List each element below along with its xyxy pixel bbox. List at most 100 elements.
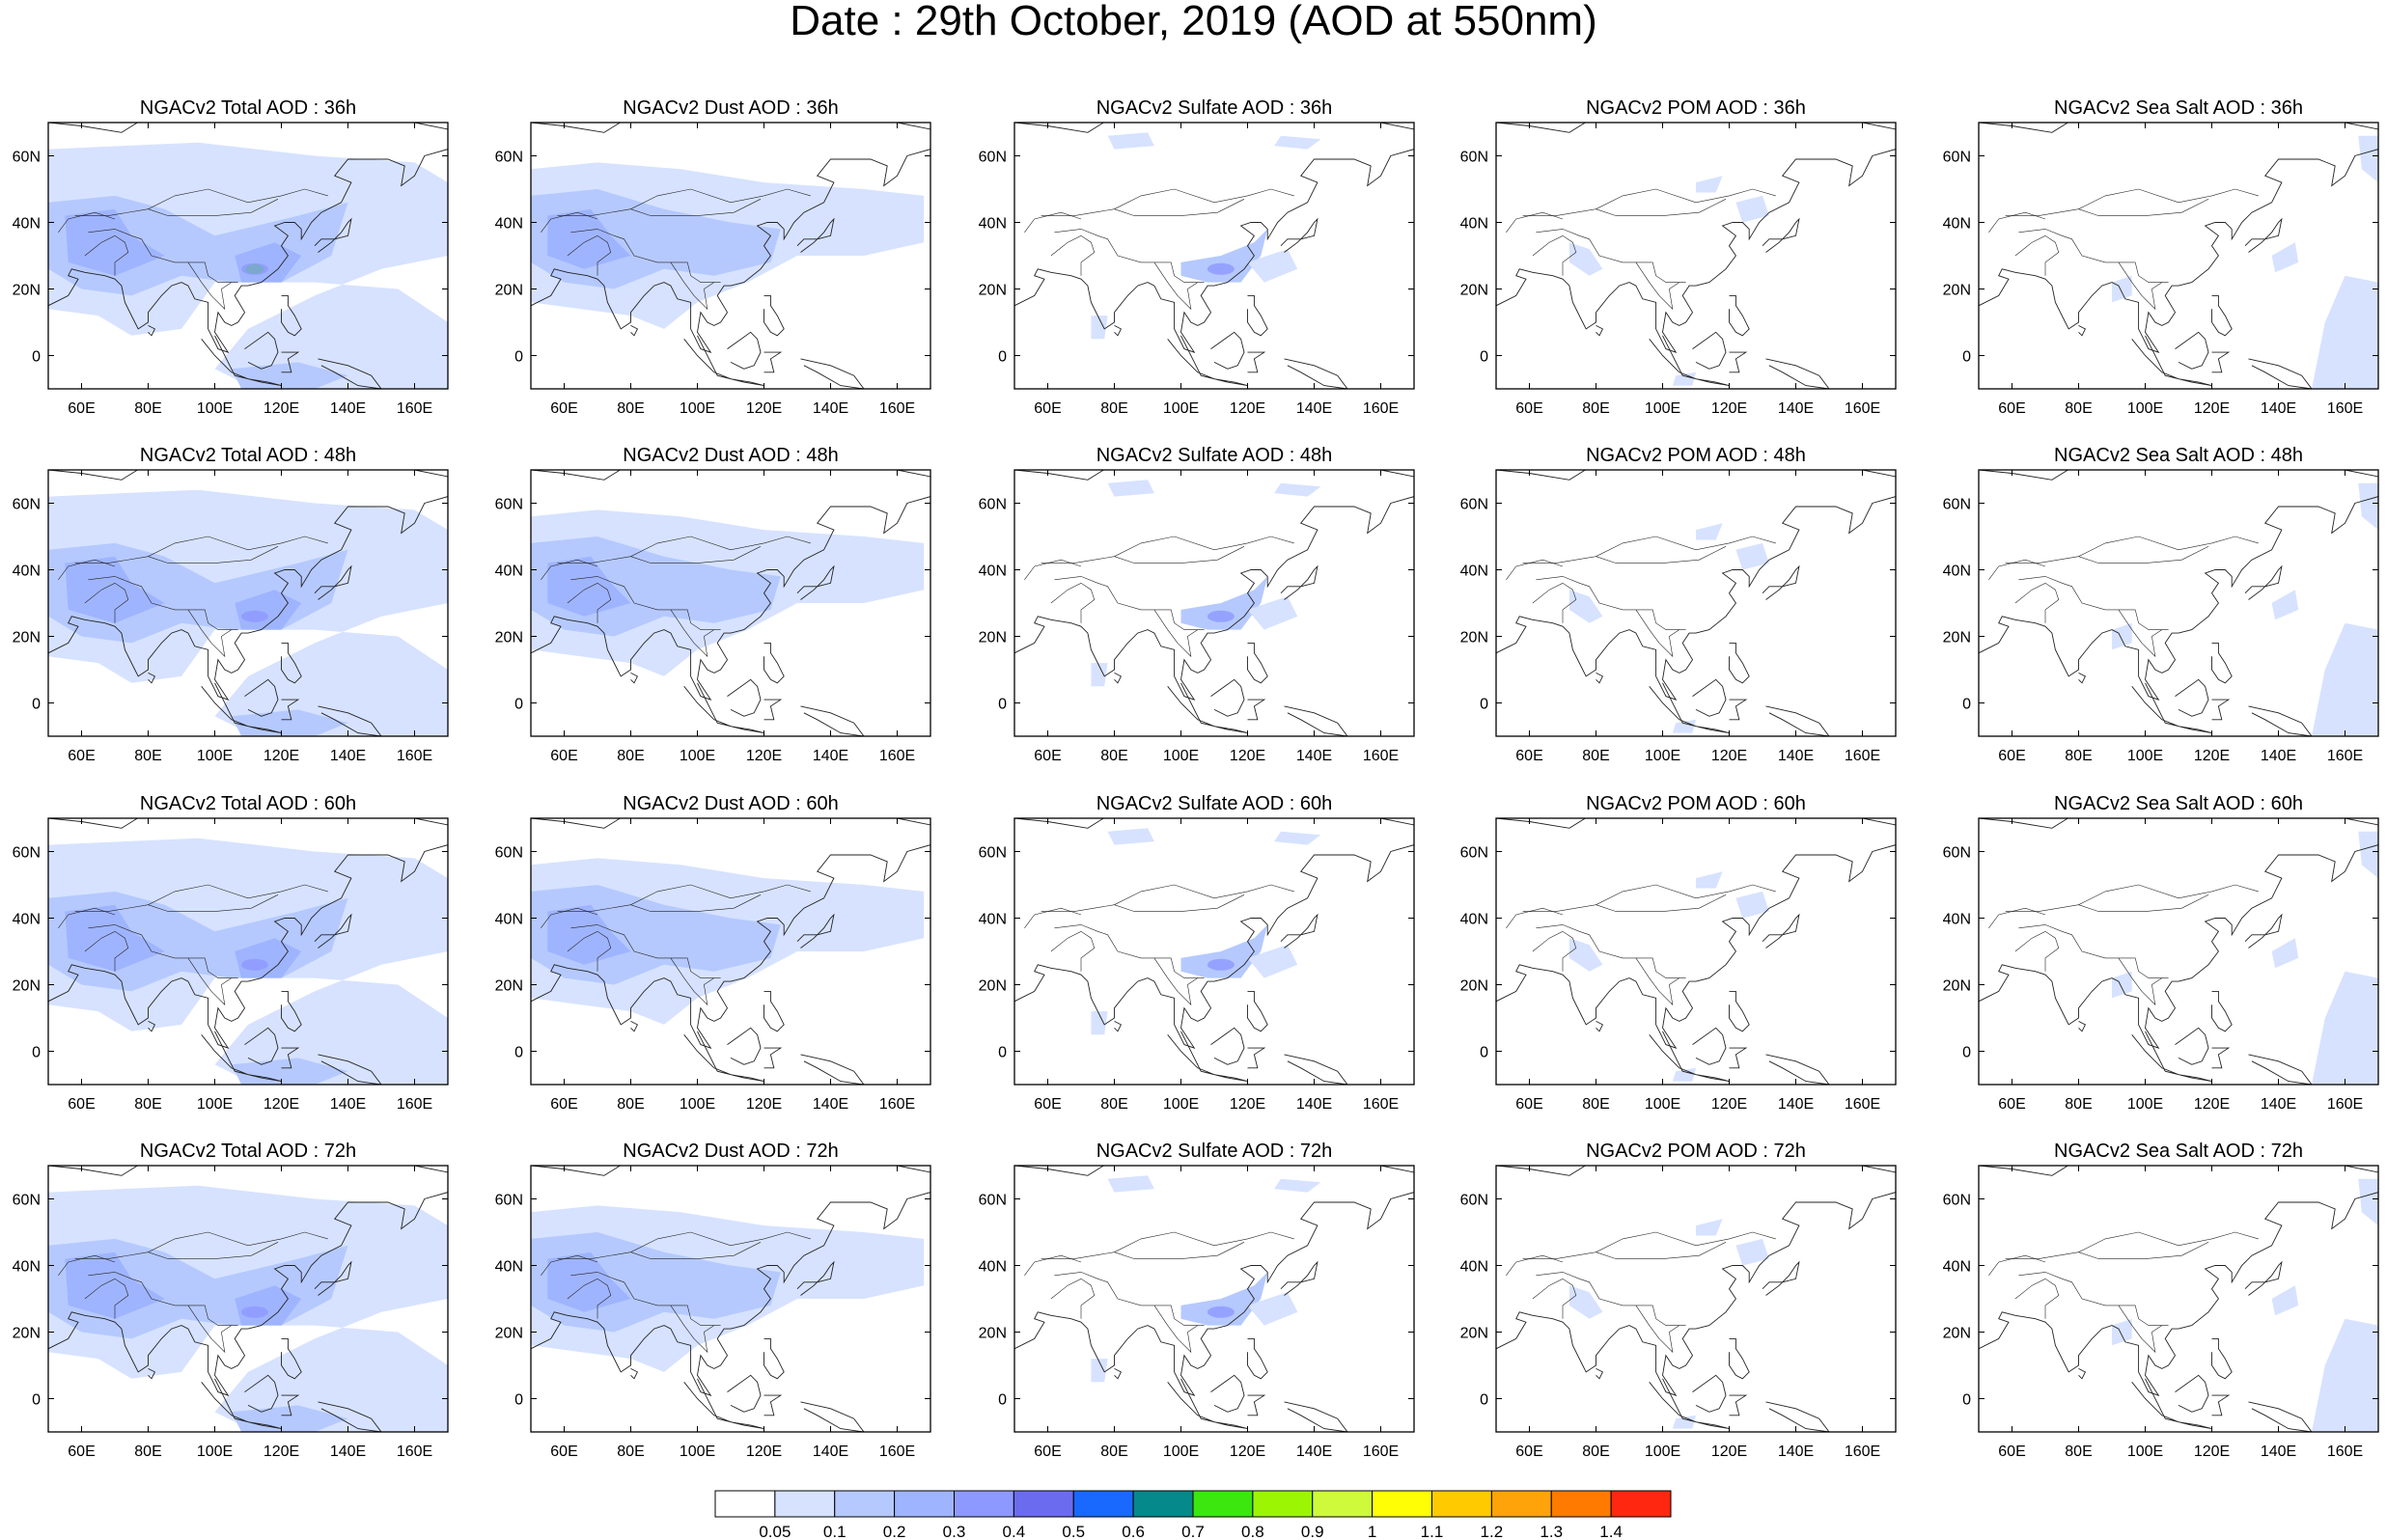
panel-title: NGACv2 Sulfate AOD : 36h bbox=[1096, 97, 1333, 119]
panel-title: NGACv2 Dust AOD : 60h bbox=[623, 793, 838, 814]
country-border bbox=[567, 1278, 612, 1319]
coastline bbox=[281, 294, 302, 337]
x-tick-label: 120E bbox=[2194, 748, 2230, 764]
country-border bbox=[567, 930, 612, 972]
map-frame bbox=[1495, 1165, 1897, 1433]
y-tick-label: 20N bbox=[979, 1326, 1007, 1342]
x-tick-label: 140E bbox=[330, 1444, 366, 1460]
y-tick-label: 0 bbox=[1480, 1392, 1488, 1409]
coastline bbox=[1014, 1166, 1414, 1396]
aod-contour-fill bbox=[1696, 1219, 1723, 1236]
coastlines bbox=[531, 1166, 930, 1432]
coastline bbox=[2175, 331, 2209, 370]
coastline bbox=[1729, 1337, 1750, 1380]
map-panel: NGACv2 Sulfate AOD : 72h 60E 80E 100E 120E 14… bbox=[979, 1141, 1415, 1460]
y-tick-label: 60N bbox=[979, 1193, 1007, 1209]
x-tick-label: 120E bbox=[1230, 400, 1265, 417]
x-tick-label: 100E bbox=[680, 400, 715, 417]
y-tick-label: 20N bbox=[979, 283, 1007, 299]
coastline bbox=[630, 672, 639, 684]
aod-contour-fill bbox=[65, 556, 165, 623]
aod-shading bbox=[531, 162, 925, 329]
country-border bbox=[2118, 1305, 2162, 1354]
country-border bbox=[1506, 211, 1564, 233]
y-tick-label: 20N bbox=[1943, 630, 1971, 646]
coastline bbox=[48, 123, 448, 353]
country-border bbox=[1532, 1278, 1577, 1319]
y-tick-label: 60N bbox=[495, 497, 523, 513]
coastlines bbox=[1979, 123, 2378, 389]
country-border bbox=[630, 199, 762, 216]
coastline bbox=[148, 1367, 156, 1380]
coastlines bbox=[531, 818, 930, 1085]
y-tick-label: 20N bbox=[13, 283, 41, 299]
x-tick-label: 80E bbox=[1100, 1444, 1127, 1460]
x-tick-label: 160E bbox=[397, 400, 432, 417]
y-tick-label: 60N bbox=[1943, 1193, 1971, 1209]
y-tick-label: 20N bbox=[979, 630, 1007, 646]
coastline bbox=[1167, 1378, 1248, 1430]
coastline bbox=[1247, 642, 1268, 684]
country-border bbox=[2014, 582, 2060, 623]
coastlines bbox=[1496, 1166, 1896, 1432]
aod-shading bbox=[1568, 871, 1769, 1082]
coastline bbox=[244, 678, 279, 717]
country-border bbox=[1522, 1231, 1776, 1259]
x-tick-label: 160E bbox=[879, 400, 915, 417]
x-tick-label: 160E bbox=[1363, 748, 1399, 764]
coastlines bbox=[48, 123, 448, 389]
y-tick-label: 0 bbox=[514, 349, 523, 366]
coastline bbox=[2211, 990, 2233, 1032]
coastline bbox=[800, 1054, 865, 1085]
coastline bbox=[683, 335, 764, 387]
y-tick-label: 60N bbox=[13, 845, 41, 862]
y-tick-label: 40N bbox=[979, 1259, 1007, 1276]
y-tick-label: 20N bbox=[1943, 1326, 1971, 1342]
x-tick-label: 160E bbox=[2327, 400, 2363, 417]
x-tick-label: 120E bbox=[264, 748, 299, 764]
aod-contour-fill bbox=[1672, 1067, 1696, 1082]
map-background bbox=[1979, 1166, 2378, 1432]
x-tick-label: 120E bbox=[264, 1096, 299, 1113]
x-tick-label: 140E bbox=[1778, 1444, 1814, 1460]
aod-shading bbox=[2112, 135, 2378, 389]
country-border bbox=[2014, 930, 2060, 972]
x-tick-label: 60E bbox=[68, 748, 95, 764]
map-frame bbox=[1013, 469, 1415, 737]
aod-contour-fill bbox=[1247, 1292, 1298, 1326]
coastline bbox=[1280, 564, 1318, 600]
aod-contour-fill bbox=[1091, 316, 1108, 340]
map-background bbox=[1496, 818, 1896, 1085]
x-tick-label: 100E bbox=[1163, 1096, 1199, 1113]
country-border bbox=[1050, 582, 1096, 623]
country-border bbox=[1153, 957, 1198, 1006]
x-tick-label: 120E bbox=[1711, 1444, 1747, 1460]
map-frame bbox=[1013, 1165, 1415, 1433]
x-tick-label: 120E bbox=[1711, 1096, 1747, 1113]
coastlines bbox=[1496, 123, 1896, 389]
coastline bbox=[2211, 699, 2231, 721]
country-border bbox=[1153, 609, 1198, 658]
aod-contour-fill bbox=[2358, 1178, 2378, 1226]
panel-title: NGACv2 POM AOD : 72h bbox=[1586, 1141, 1806, 1162]
y-tick-label: 0 bbox=[32, 697, 41, 713]
y-tick-label: 20N bbox=[1943, 283, 1971, 299]
x-tick-label: 80E bbox=[1582, 1444, 1609, 1460]
map-frame bbox=[1013, 817, 1415, 1086]
coastline bbox=[796, 1260, 835, 1296]
coastline bbox=[1284, 705, 1348, 736]
coastline bbox=[2248, 1401, 2313, 1432]
coastline bbox=[318, 705, 382, 736]
y-tick-label: 40N bbox=[1943, 564, 1971, 580]
country-border bbox=[630, 546, 762, 564]
x-tick-label: 100E bbox=[2127, 1096, 2163, 1113]
y-tick-label: 60N bbox=[979, 497, 1007, 513]
y-tick-label: 0 bbox=[998, 697, 1007, 713]
map-panel: NGACv2 Sea Salt AOD : 60h 60E 80E 100E 120E 1… bbox=[1943, 793, 2379, 1113]
y-tick-label: 60N bbox=[979, 845, 1007, 862]
y-tick-label: 60N bbox=[1460, 150, 1488, 166]
aod-contour-fill bbox=[2112, 971, 2132, 999]
country-border bbox=[2118, 261, 2162, 311]
y-tick-label: 60N bbox=[1943, 845, 1971, 862]
panel-title: NGACv2 Sulfate AOD : 72h bbox=[1096, 1141, 1333, 1162]
